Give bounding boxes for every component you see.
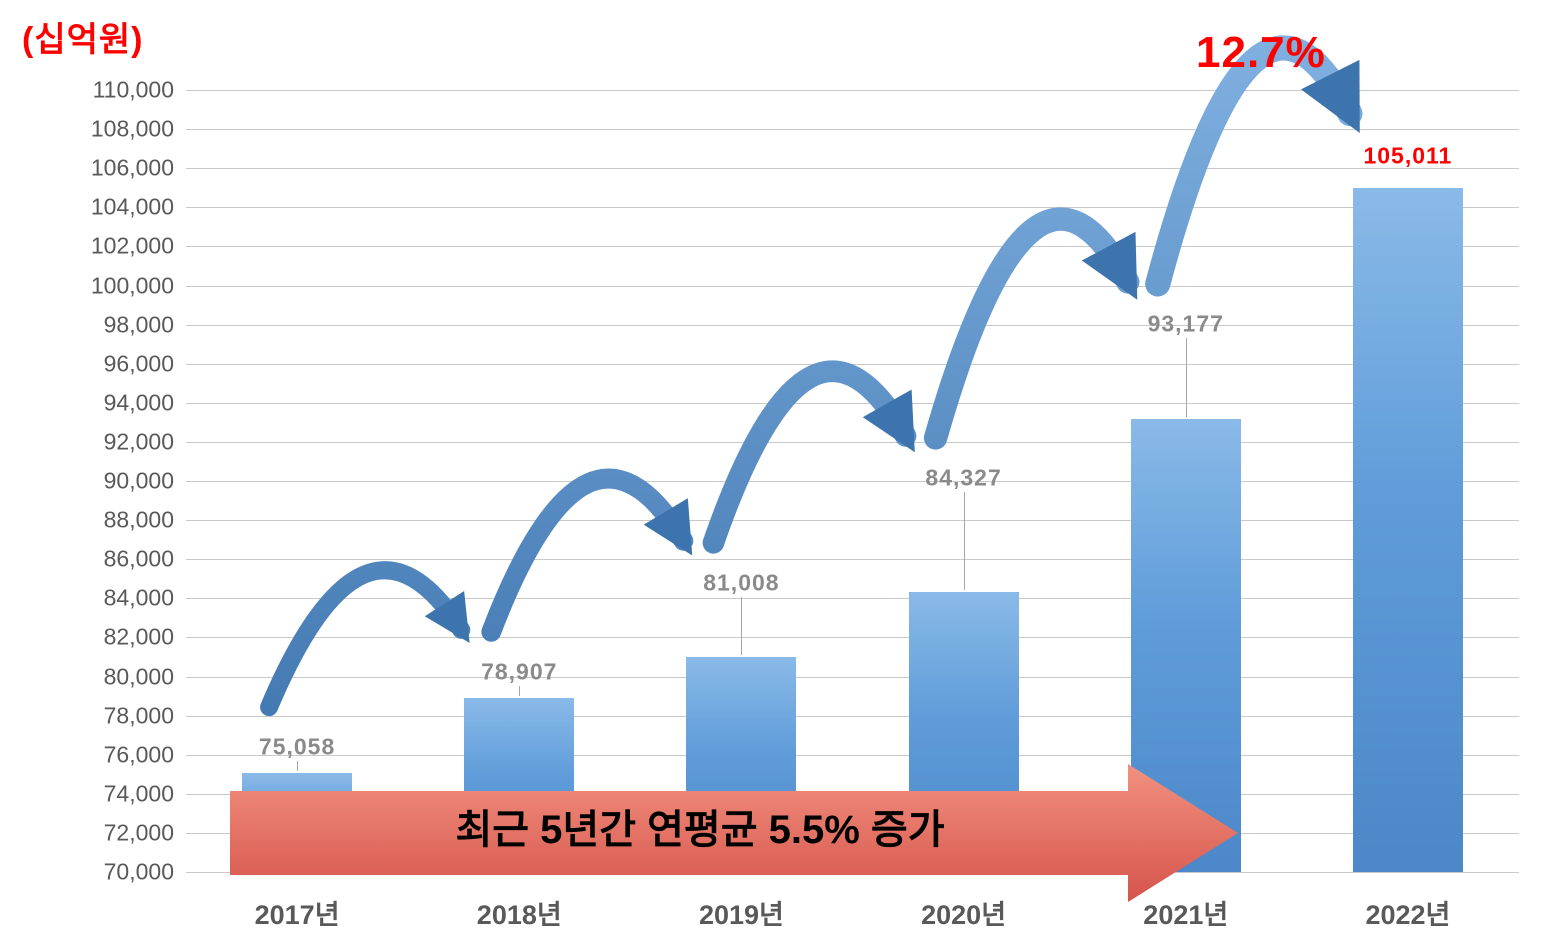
y-axis-tick-label: 74,000 xyxy=(103,780,174,807)
label-leader-line xyxy=(1185,337,1187,417)
growth-arc-3 xyxy=(702,360,917,554)
bar-value-label: 93,177 xyxy=(1147,310,1224,337)
bar-2022년 xyxy=(1352,187,1463,872)
gridline xyxy=(186,363,1519,365)
y-axis-tick-label: 106,000 xyxy=(90,154,174,181)
y-axis-tick-label: 96,000 xyxy=(103,350,174,377)
growth-arc-5 xyxy=(1145,35,1363,297)
gridline xyxy=(186,676,1519,678)
y-axis-tick-label: 94,000 xyxy=(103,389,174,416)
gridline xyxy=(186,90,1519,91)
label-leader-line xyxy=(963,491,965,590)
y-axis-tick-label: 98,000 xyxy=(103,311,174,338)
gridline xyxy=(186,715,1519,717)
y-axis-tick-label: 86,000 xyxy=(103,545,174,572)
gridline xyxy=(186,598,1519,600)
gridline xyxy=(186,285,1519,287)
y-axis-tick-label: 88,000 xyxy=(103,506,174,533)
y-axis-tick-label: 110,000 xyxy=(92,76,174,103)
bar-value-label: 81,008 xyxy=(703,569,780,596)
gridline xyxy=(186,481,1519,482)
gridline xyxy=(186,637,1519,639)
x-axis-label: 2018년 xyxy=(476,900,562,930)
gridline xyxy=(186,441,1519,443)
gridline xyxy=(186,246,1519,248)
label-leader-line xyxy=(297,761,299,772)
y-axis-tick-label: 90,000 xyxy=(103,467,174,494)
y-axis-tick-label: 108,000 xyxy=(90,115,174,142)
gridline xyxy=(186,520,1519,522)
gridline xyxy=(186,168,1519,170)
y-axis-tick-label: 78,000 xyxy=(103,702,174,729)
bar-value-label: 78,907 xyxy=(481,658,558,685)
growth-arc-2 xyxy=(481,468,694,642)
growth-rate-callout: 12.7% xyxy=(1196,28,1326,77)
y-axis-tick-label: 102,000 xyxy=(90,232,174,259)
gridline xyxy=(186,872,1519,873)
y-axis-tick-label: 76,000 xyxy=(103,741,174,768)
bar-value-label: 75,058 xyxy=(258,733,336,760)
x-axis-label: 2022년 xyxy=(1365,900,1451,930)
label-leader-line xyxy=(741,596,743,655)
y-axis-tick-label: 82,000 xyxy=(103,623,174,650)
y-axis-tick-label: 100,000 xyxy=(90,272,174,298)
growth-arc-4 xyxy=(923,207,1140,450)
y-axis-tick-label: 70,000 xyxy=(103,858,174,885)
unit-label: (십억원) xyxy=(22,21,144,59)
bar-2021년 xyxy=(1130,418,1241,872)
gridline xyxy=(186,402,1519,404)
bar-value-label: 84,327 xyxy=(925,464,1002,491)
y-axis-tick-label: 92,000 xyxy=(103,428,174,455)
gridline xyxy=(186,559,1519,561)
banner-text: 최근 5년간 연평균 5.5% 증가 xyxy=(455,808,945,852)
gridline xyxy=(186,324,1519,326)
gridline xyxy=(186,754,1519,756)
bar-value-label: 105,011 xyxy=(1363,142,1453,169)
growth-arc-1 xyxy=(260,561,471,717)
x-axis-label: 2021년 xyxy=(1143,900,1229,930)
x-axis-label: 2020년 xyxy=(921,900,1007,930)
y-axis-tick-label: 104,000 xyxy=(90,193,174,220)
y-axis-tick-label: 84,000 xyxy=(103,584,174,611)
y-axis-tick-label: 72,000 xyxy=(103,819,174,846)
gridline xyxy=(186,207,1519,209)
x-axis-label: 2019년 xyxy=(698,900,784,930)
y-axis-tick-label: 80,000 xyxy=(103,663,174,689)
x-axis-label: 2017년 xyxy=(254,900,340,930)
gridline xyxy=(186,129,1519,131)
label-leader-line xyxy=(519,685,521,696)
